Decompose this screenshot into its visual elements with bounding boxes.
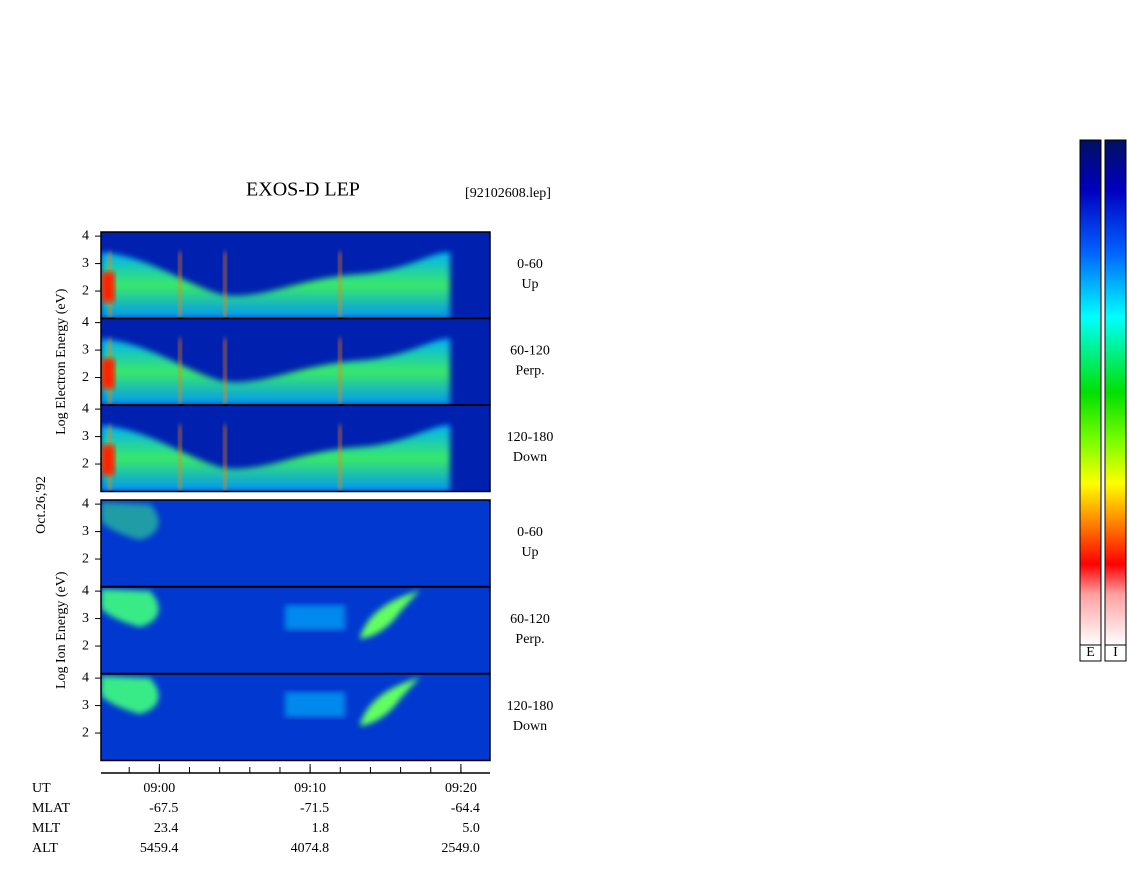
- flux-band: [101, 589, 159, 627]
- panel-frame: [100, 404, 491, 493]
- y-tick-label: 4: [82, 496, 89, 511]
- y-tick-label: 2: [82, 283, 89, 298]
- color-bar-label: E: [1086, 645, 1095, 660]
- orbit-value: -64.4: [451, 801, 480, 816]
- orbit-label: MLT: [32, 821, 61, 836]
- pitch-dir: Up: [521, 545, 538, 560]
- flux-band: [360, 590, 420, 639]
- color-bar: [1104, 139, 1127, 646]
- flux-patch: [285, 605, 345, 630]
- y-tick-label: 3: [82, 698, 89, 713]
- orbit-label: ALT: [32, 841, 58, 856]
- flux-band: [101, 425, 450, 492]
- flux-band: [101, 676, 159, 714]
- pitch-range: 60-120: [510, 344, 550, 359]
- y-tick-label: 3: [82, 256, 89, 271]
- title: EXOS-D LEP: [246, 179, 360, 201]
- spike: [178, 252, 182, 319]
- pitch-range: 120-180: [507, 430, 554, 445]
- y-tick-label: 4: [82, 670, 89, 685]
- flux-band: [101, 502, 159, 540]
- background: [101, 674, 490, 761]
- y-tick-label: 3: [82, 429, 89, 444]
- x-tick-label: 09:00: [143, 781, 175, 796]
- orbit-label: UT: [32, 781, 51, 796]
- pitch-dir: Down: [513, 719, 547, 734]
- spectrogram: [101, 587, 490, 674]
- color-bar: [1079, 139, 1102, 646]
- x-tick-label: 09:10: [294, 781, 326, 796]
- flux-band: [101, 338, 450, 405]
- color-bar-label-box: [1104, 644, 1127, 662]
- y-tick-label: 2: [82, 638, 89, 653]
- group-label: Log Ion Energy (eV): [54, 571, 69, 689]
- flux-band: [101, 252, 450, 319]
- y-tick-label: 4: [82, 315, 89, 330]
- spike: [338, 425, 342, 492]
- spectrogram: [101, 674, 490, 761]
- y-tick-label: 4: [82, 228, 89, 243]
- spectrogram: [101, 500, 490, 587]
- y-tick-label: 3: [82, 524, 89, 539]
- orbit-value: 5459.4: [140, 841, 179, 856]
- file-name: [92102608.lep]: [465, 186, 551, 201]
- spike: [223, 425, 227, 492]
- spectrogram: [101, 232, 490, 319]
- orbit-label: MLAT: [32, 801, 71, 816]
- hot-spot: [101, 272, 115, 302]
- spike: [338, 252, 342, 319]
- spike: [178, 338, 182, 405]
- y-tick-label: 3: [82, 611, 89, 626]
- spike: [223, 338, 227, 405]
- color-bar-label: I: [1113, 645, 1118, 660]
- spectrogram: [101, 405, 490, 492]
- pitch-dir: Down: [513, 450, 547, 465]
- flux-band: [360, 677, 420, 726]
- spike: [178, 425, 182, 492]
- spectrogram: [101, 318, 490, 405]
- orbit-value: 1.8: [312, 821, 330, 836]
- pitch-dir: Perp.: [515, 632, 544, 647]
- hot-spot: [101, 358, 115, 389]
- hot-spot: [101, 445, 115, 475]
- spike: [223, 252, 227, 319]
- y-tick-label: 2: [82, 551, 89, 566]
- panel-frame: [100, 673, 491, 762]
- orbit-value: 23.4: [154, 821, 179, 836]
- group-label: Log Electron Energy (eV): [54, 288, 69, 435]
- pitch-range: 60-120: [510, 612, 550, 627]
- orbit-value: 5.0: [462, 821, 480, 836]
- date: Oct.26,'92: [34, 476, 49, 534]
- y-tick-label: 3: [82, 342, 89, 357]
- orbit-value: -71.5: [300, 801, 329, 816]
- orbit-value: -67.5: [149, 801, 178, 816]
- pitch-range: 0-60: [517, 525, 543, 540]
- x-tick-label: 09:20: [445, 781, 477, 796]
- y-tick-label: 2: [82, 370, 89, 385]
- spike: [338, 338, 342, 405]
- background: [101, 500, 490, 587]
- background: [101, 587, 490, 674]
- pitch-range: 0-60: [517, 257, 543, 272]
- orbit-value: 4074.8: [291, 841, 330, 856]
- y-tick-label: 2: [82, 456, 89, 471]
- flux-patch: [285, 692, 345, 717]
- y-tick-label: 4: [82, 401, 89, 416]
- pitch-dir: Perp.: [515, 364, 544, 379]
- y-tick-label: 2: [82, 725, 89, 740]
- pitch-range: 120-180: [507, 699, 554, 714]
- pitch-dir: Up: [521, 277, 538, 292]
- y-tick-label: 4: [82, 583, 89, 598]
- color-bar-label-box: [1079, 644, 1102, 662]
- orbit-value: 2549.0: [441, 841, 480, 856]
